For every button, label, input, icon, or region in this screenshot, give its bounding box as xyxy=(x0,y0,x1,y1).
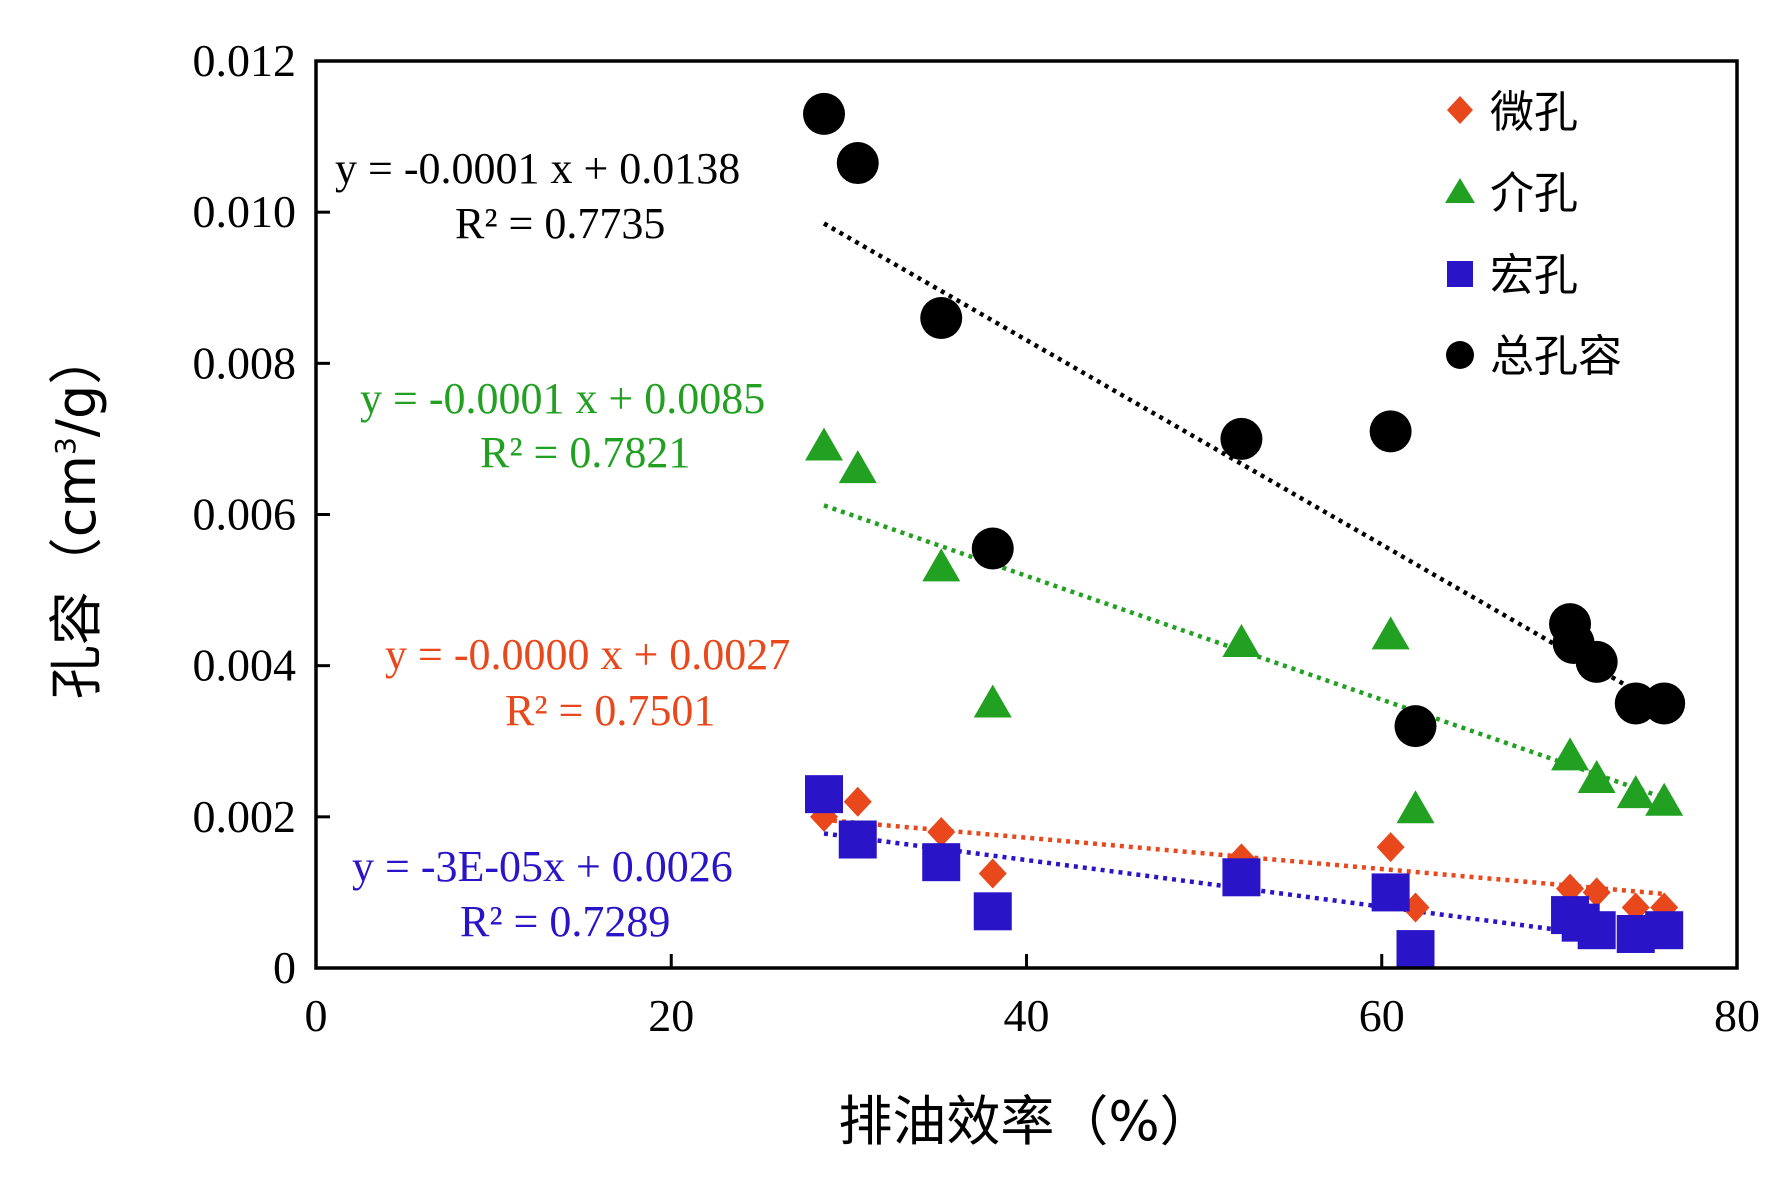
point-square xyxy=(1645,911,1684,950)
point-triangle xyxy=(1222,623,1261,657)
x-axis-title: 排油效率（%） xyxy=(838,1090,1213,1153)
point-circle xyxy=(920,296,963,339)
y-tick-label: 0.010 xyxy=(193,186,297,237)
point-triangle xyxy=(973,684,1012,718)
legend-label-macro: 宏孔 xyxy=(1490,250,1578,301)
point-diamond xyxy=(978,858,1007,889)
y-tick-label: 0.008 xyxy=(193,337,297,388)
legend-label-total: 总孔容 xyxy=(1490,331,1622,382)
point-triangle xyxy=(1616,775,1655,809)
x-tick-label: 60 xyxy=(1359,990,1405,1041)
ticks-layer: 0 20 40 60 80 0 0.002 0.004 0.006 0.008 0.010 0.012 xyxy=(193,35,1761,1041)
y-tick-label: 0.004 xyxy=(193,640,297,691)
equation-micro: y = -0.0000 x + 0.0027 xyxy=(385,630,790,679)
point-circle xyxy=(1643,682,1686,725)
point-diamond xyxy=(1582,877,1611,908)
point-circle xyxy=(971,527,1014,570)
point-triangle xyxy=(805,427,844,461)
r2-meso: R² = 0.7821 xyxy=(480,428,690,477)
marks-layer xyxy=(803,92,1686,969)
point-diamond xyxy=(927,816,956,847)
legend-square-icon xyxy=(1447,261,1473,287)
y-tick-label: 0 xyxy=(273,942,296,993)
y-axis-title-tail: /g） xyxy=(45,331,108,437)
point-square xyxy=(805,775,844,814)
x-tick-label: 80 xyxy=(1714,990,1760,1041)
r2-macro: R² = 0.7289 xyxy=(460,897,670,946)
point-triangle xyxy=(838,450,877,484)
point-triangle xyxy=(1396,790,1435,824)
legend-label-meso: 介孔 xyxy=(1490,168,1578,219)
legend-triangle-icon xyxy=(1445,178,1475,203)
equation-macro: y = -3E-05x + 0.0026 xyxy=(352,842,733,891)
point-circle xyxy=(1220,417,1263,460)
r2-micro: R² = 0.7501 xyxy=(505,686,715,735)
x-tick-label: 40 xyxy=(1004,990,1050,1041)
legend: 微孔 介孔 宏孔 总孔容 xyxy=(1445,87,1622,382)
x-tick-label: 0 xyxy=(305,990,328,1041)
point-circle xyxy=(836,142,879,185)
point-triangle xyxy=(1645,782,1684,816)
point-circle xyxy=(803,92,846,135)
y-tick-label: 0.006 xyxy=(193,489,297,540)
point-square xyxy=(838,820,877,859)
point-square xyxy=(973,892,1012,931)
trendline-diamond xyxy=(823,817,1665,897)
legend-diamond-icon xyxy=(1447,96,1473,124)
point-square xyxy=(1396,930,1435,969)
point-diamond xyxy=(1376,832,1405,863)
point-triangle xyxy=(1551,737,1590,771)
point-circle xyxy=(1369,410,1412,453)
y-tick-label: 0.002 xyxy=(193,791,297,842)
y-axis-title-main: 孔容（cm xyxy=(45,455,108,699)
equation-total: y = -0.0001 x + 0.0138 xyxy=(335,144,740,193)
x-tick-label: 20 xyxy=(648,990,694,1041)
r2-total: R² = 0.7735 xyxy=(455,199,665,248)
legend-circle-icon xyxy=(1446,341,1474,369)
point-square xyxy=(1222,858,1261,897)
legend-label-micro: 微孔 xyxy=(1490,87,1578,138)
point-square xyxy=(1577,911,1616,950)
point-triangle xyxy=(1371,616,1410,650)
point-circle xyxy=(1394,705,1437,748)
equation-meso: y = -0.0001 x + 0.0085 xyxy=(360,374,765,423)
y-axis-title-sup: 3 xyxy=(49,437,82,455)
point-triangle xyxy=(922,548,961,582)
point-square xyxy=(1371,873,1410,912)
y-tick-label: 0.012 xyxy=(193,35,297,86)
point-circle xyxy=(1575,640,1618,683)
point-diamond xyxy=(843,786,872,817)
point-triangle xyxy=(1577,760,1616,794)
point-square xyxy=(922,843,961,882)
y-axis-title: 孔容（cm3/g） xyxy=(45,331,108,700)
